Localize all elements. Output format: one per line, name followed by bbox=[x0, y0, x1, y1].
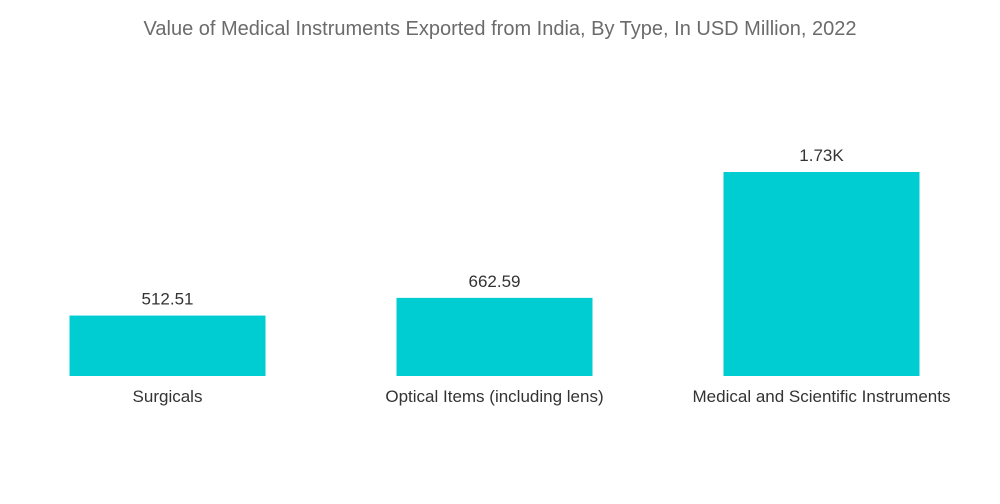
chart-title: Value of Medical Instruments Exported fr… bbox=[143, 18, 857, 40]
bar-1 bbox=[396, 297, 593, 376]
category-label-2: Medical and Scientific Instruments bbox=[693, 387, 951, 406]
value-label-2: 1.73K bbox=[799, 146, 844, 165]
value-label-1: 662.59 bbox=[469, 272, 521, 291]
bars-group bbox=[69, 172, 920, 376]
category-label-0: Surgicals bbox=[133, 387, 203, 406]
value-labels-group: 512.51 662.59 1.73K bbox=[142, 146, 845, 309]
value-label-0: 512.51 bbox=[142, 290, 194, 309]
bar-0 bbox=[69, 315, 266, 376]
category-labels-group: Surgicals Optical Items (including lens) M… bbox=[133, 387, 951, 406]
category-label-1: Optical Items (including lens) bbox=[385, 387, 603, 406]
bar-2 bbox=[723, 172, 920, 376]
